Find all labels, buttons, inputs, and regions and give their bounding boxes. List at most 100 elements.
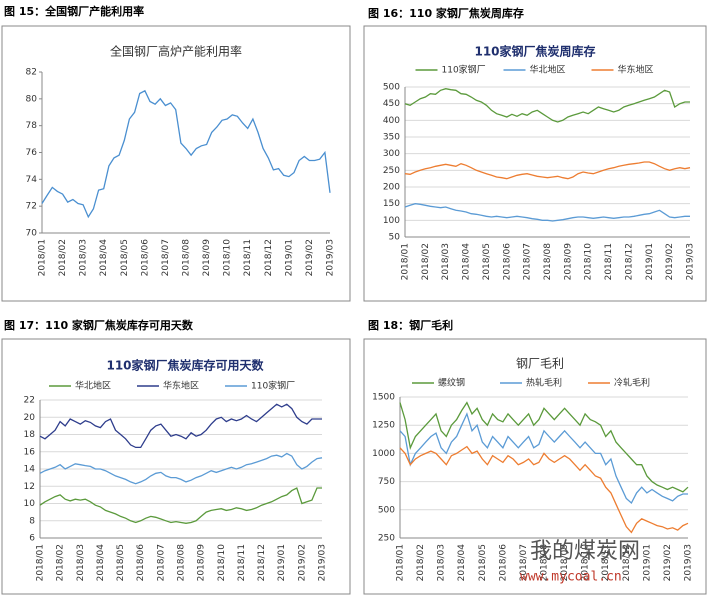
x-tick-label: 2018/12 [257,544,267,581]
chart-title: 110家钢厂焦炭库存可用天数 [106,358,264,373]
x-tick-label: 2019/01 [642,544,652,581]
charts: 全国钢厂高炉产能利用率 70 72 74 76 78 80 82 2018/01 2018/02 2… [24,44,696,582]
y-tick-label: 8 [29,516,35,526]
x-tick-label: 2018/04 [96,544,106,582]
x-tick-label: 2018/09 [197,544,207,582]
x-tick-label: 2018/01 [401,243,411,280]
x-tick-label: 2018/01 [38,239,48,276]
data-line [41,89,331,219]
x-tick-label: 2018/11 [601,544,611,581]
y-tick-label: 1000 [372,449,395,459]
watermark-url: www.mycoal.cn [520,570,622,585]
data-line [39,487,322,524]
x-tick-label: 2018/07 [161,239,171,276]
legend-label: 热轧毛利 [526,377,562,389]
y-tick-label: 76 [26,148,38,158]
x-tick-label: 2018/03 [441,243,451,280]
panel-frame [1,338,351,595]
x-tick-label: 2018/10 [217,544,227,582]
data-line [404,161,691,180]
y-tick-label: 1250 [372,421,395,431]
chart-title: 110家钢厂焦炭周库存 [474,44,595,59]
x-tick-label: 2018/12 [264,239,274,276]
x-tick-label: 2019/02 [305,239,315,276]
legend-label: 华东地区 [163,380,199,392]
x-tick-label: 2018/01 [396,544,406,581]
x-tick-label: 2018/03 [76,544,86,581]
x-tick-label: 2018/04 [457,544,467,582]
y-tick-label: 16 [24,447,36,457]
x-tick-label: 2019/02 [297,544,307,581]
x-tick-label: 2019/03 [686,243,696,280]
y-tick-label: 250 [378,534,395,544]
x-tick-label: 2018/10 [223,239,233,277]
x-tick-label: 2018/02 [416,544,426,581]
y-tick-label: 50 [389,233,401,243]
y-tick-label: 74 [26,175,38,185]
legend-label: 110家钢厂 [442,64,486,76]
panel-frame [363,25,707,302]
x-tick-label: 2019/03 [318,544,328,581]
x-tick-label: 2018/09 [563,243,573,281]
y-tick-label: 400 [383,116,400,126]
data-line [404,203,690,222]
y-tick-label: 300 [383,149,400,159]
watermark-name: 我的煤炭网 [530,539,640,564]
x-tick-label: 2018/04 [99,239,109,277]
caption: 图 18：钢厂毛利 [368,318,453,332]
y-tick-label: 750 [378,477,395,487]
y-tick-label: 150 [383,199,400,209]
y-tick-label: 12 [24,482,35,492]
x-tick-label: 2019/02 [665,243,675,280]
x-tick-label: 2018/07 [519,544,529,581]
x-tick-label: 2018/05 [116,544,126,581]
x-tick-label: 2018/02 [421,243,431,280]
panel-frame [363,338,707,595]
data-line [39,403,322,449]
data-line [39,452,323,485]
x-tick-label: 2018/03 [79,239,89,276]
caption: 图 16：110 家钢厂焦炭周库存 [368,6,524,20]
y-tick-label: 450 [383,99,400,109]
data-line [399,412,688,505]
x-tick-label: 2018/07 [156,544,166,581]
legend-label: 华北地区 [75,380,111,392]
x-tick-label: 2018/09 [202,239,212,277]
x-tick-label: 2018/07 [523,243,533,280]
x-tick-label: 2018/02 [56,544,66,581]
legend-label: 110家钢厂 [251,380,295,392]
x-tick-label: 2018/08 [540,544,550,582]
x-tick-label: 2018/06 [498,544,508,582]
x-tick-label: 2019/03 [684,544,694,581]
x-tick-label: 2018/08 [177,544,187,582]
x-tick-label: 2018/04 [462,243,472,281]
y-tick-label: 78 [26,121,38,131]
x-tick-label: 2018/12 [624,243,634,280]
y-tick-label: 350 [383,133,400,143]
y-tick-label: 100 [383,216,400,226]
x-tick-label: 2018/03 [437,544,447,581]
x-tick-label: 2018/08 [543,243,553,281]
y-tick-label: 70 [26,229,38,239]
chart-title: 钢厂毛利 [516,357,564,371]
legend-label: 冷轧毛利 [614,377,650,389]
x-tick-label: 2018/12 [622,544,632,581]
y-tick-label: 72 [26,202,37,212]
x-tick-label: 2018/02 [58,239,68,276]
y-tick-label: 82 [26,68,37,78]
x-tick-label: 2018/06 [140,239,150,277]
x-tick-label: 2019/02 [663,544,673,581]
x-tick-label: 2018/10 [581,544,591,582]
x-tick-label: 2018/11 [237,544,247,581]
caption: 图 15：全国钢厂产能利用率 [4,4,144,18]
x-tick-label: 2018/11 [243,239,253,276]
chart-title: 全国钢厂高炉产能利用率 [110,44,242,59]
x-tick-label: 2018/10 [584,243,594,281]
x-tick-label: 2018/05 [120,239,130,276]
data-line [399,445,689,534]
y-tick-label: 14 [24,465,36,475]
x-tick-label: 2018/06 [502,243,512,281]
data-line [399,401,689,493]
